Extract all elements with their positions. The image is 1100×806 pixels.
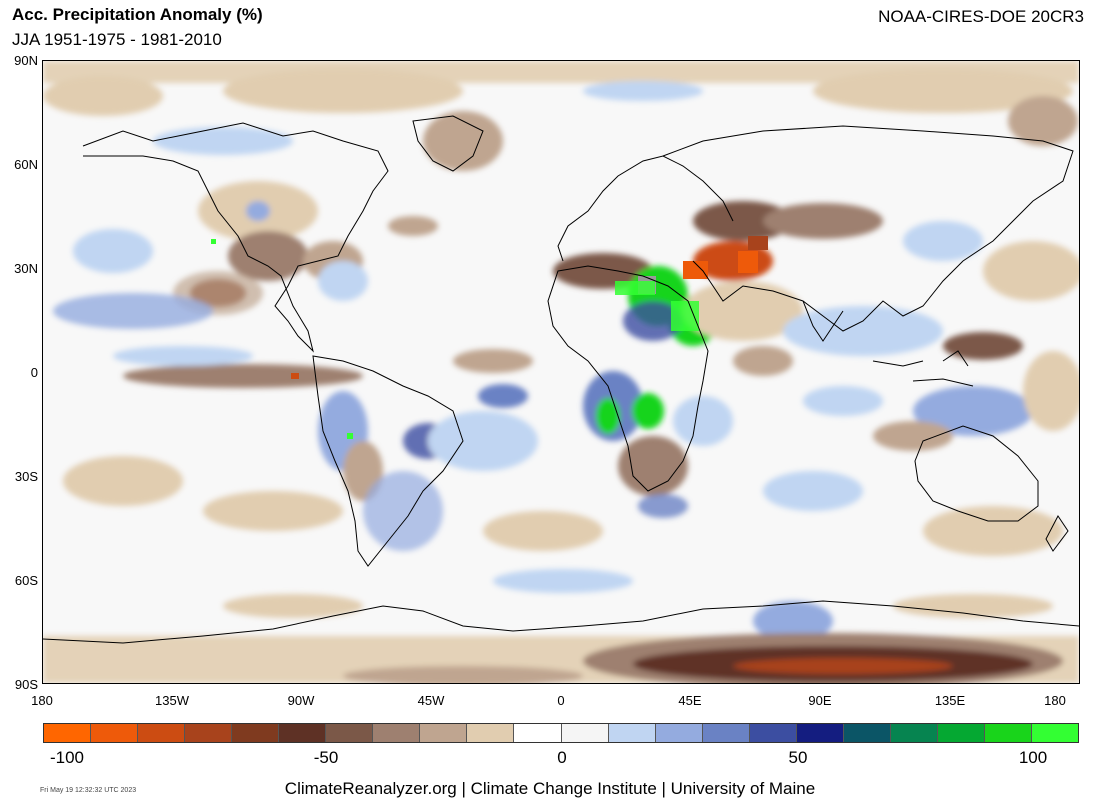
lon-label-0: 0	[557, 693, 565, 708]
colorbar-swatch	[138, 724, 186, 742]
colorbar-swatch	[91, 724, 139, 742]
colorbar-swatch	[937, 724, 985, 742]
colorbar-label-50: 50	[788, 748, 808, 767]
lon-label-45e: 45E	[678, 693, 702, 708]
colorbar-swatch	[608, 724, 656, 742]
colorbar-swatch	[420, 724, 468, 742]
colorbar-swatch	[890, 724, 938, 742]
anomaly-field	[43, 61, 1079, 683]
colorbar-swatch	[984, 724, 1032, 742]
lon-label-180w: 180	[31, 693, 53, 708]
lon-label-45w: 45W	[417, 693, 445, 708]
lon-label-135w: 135W	[155, 693, 189, 708]
colorbar	[43, 723, 1079, 743]
colorbar-swatch	[373, 724, 421, 742]
colorbar-label-minus50: -50	[313, 748, 339, 767]
colorbar-swatch	[467, 724, 515, 742]
lon-label-90w: 90W	[287, 693, 315, 708]
lat-label-90n: 90N	[14, 53, 38, 68]
colorbar-swatch	[326, 724, 374, 742]
lat-label-90s: 90S	[14, 677, 38, 692]
colorbar-swatch	[843, 724, 891, 742]
lat-label-60n: 60N	[14, 157, 38, 172]
coastlines	[43, 115, 1079, 644]
colorbar-swatch	[749, 724, 797, 742]
lon-label-180e: 180	[1044, 693, 1066, 708]
map-subtitle: JJA 1951-1975 - 1981-2010	[12, 30, 222, 49]
colorbar-swatch	[1031, 724, 1079, 742]
colorbar-swatch	[232, 724, 280, 742]
timestamp: Fri May 19 12:32:32 UTC 2023	[40, 787, 137, 794]
colorbar-swatch	[185, 724, 233, 742]
anomaly-hotspots	[211, 236, 768, 439]
colorbar-label-0: 0	[557, 748, 567, 767]
colorbar-label-minus100: -100	[49, 748, 85, 767]
colorbar-swatch	[279, 724, 327, 742]
precipitation-anomaly-map[interactable]	[42, 60, 1080, 684]
colorbar-label-100: 100	[1018, 748, 1048, 767]
lon-label-135e: 135E	[934, 693, 966, 708]
colorbar-swatch	[561, 724, 609, 742]
colorbar-swatch	[702, 724, 750, 742]
colorbar-swatch	[796, 724, 844, 742]
footer-credit[interactable]: ClimateReanalyzer.org | Climate Change I…	[284, 779, 816, 798]
dataset-name: NOAA-CIRES-DOE 20CR3	[878, 7, 1084, 26]
lat-label-60s: 60S	[14, 573, 38, 588]
lon-label-90e: 90E	[808, 693, 832, 708]
colorbar-swatch	[44, 724, 92, 742]
lat-label-30s: 30S	[14, 469, 38, 484]
colorbar-swatch	[655, 724, 703, 742]
map-title: Acc. Precipitation Anomaly (%)	[12, 5, 263, 24]
lat-label-30n: 30N	[14, 261, 38, 276]
lat-label-0: 0	[30, 365, 38, 380]
colorbar-swatch	[514, 724, 562, 742]
map-canvas	[43, 61, 1079, 683]
